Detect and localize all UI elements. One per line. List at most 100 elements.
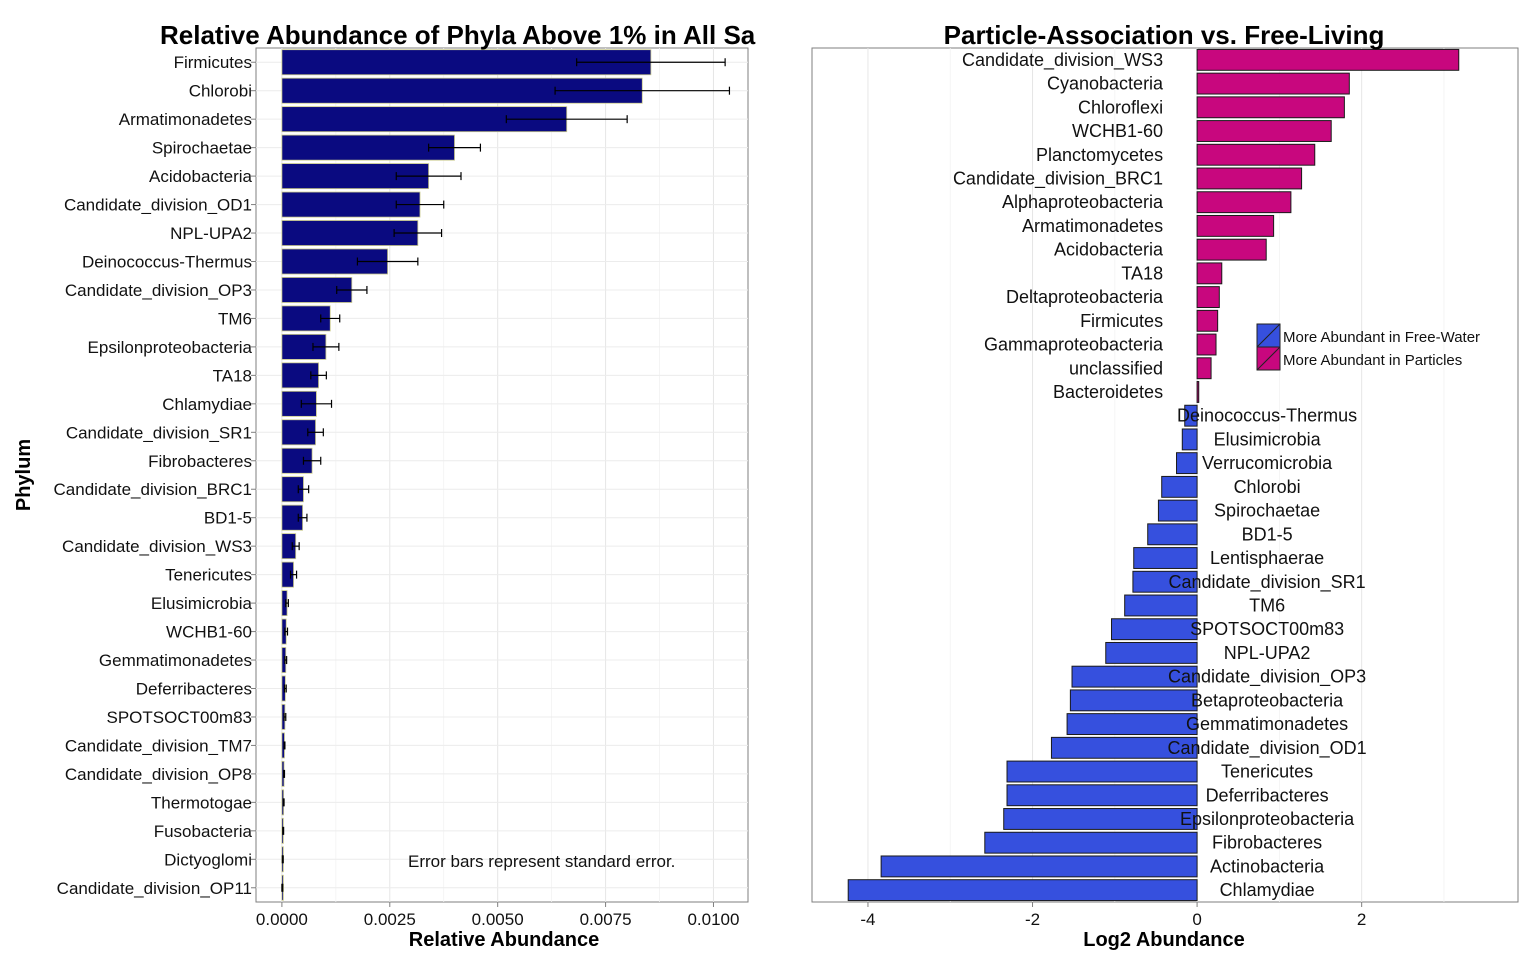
legend-swatch-free-water-slash	[1256, 323, 1281, 348]
bar-label-candidate-division-sr1: Candidate_division_SR1	[1169, 572, 1366, 593]
bar-label-actinobacteria: Actinobacteria	[1210, 856, 1325, 876]
y-tick-label-ta18: TA18	[213, 366, 252, 385]
bar-label-deinococcus-thermus: Deinococcus-Thermus	[1177, 406, 1357, 426]
y-tick-label-candidate-division-tm7: Candidate_division_TM7	[65, 736, 252, 755]
left-x-tick-label-4: 0.0100	[687, 910, 739, 929]
bar-label-armatimonadetes: Armatimonadetes	[1022, 216, 1163, 236]
bar-label-deltaproteobacteria: Deltaproteobacteria	[1006, 287, 1164, 307]
y-tick-label-epsilonproteobacteria: Epsilonproteobacteria	[88, 338, 253, 357]
y-tick-label-chlamydiae: Chlamydiae	[162, 395, 252, 414]
bar-label-cyanobacteria: Cyanobacteria	[1047, 74, 1164, 94]
bar-label-unclassified: unclassified	[1069, 358, 1163, 378]
y-tick-label-candidate-division-op8: Candidate_division_OP8	[65, 765, 252, 784]
right-x-tick-label-1: -2	[1025, 910, 1040, 929]
left-x-axis-title: Relative Abundance	[409, 929, 599, 951]
bar-label-betaproteobacteria: Betaproteobacteria	[1191, 690, 1344, 710]
bar-spirochaetae	[281, 134, 455, 161]
left-x-tick-label-0: 0.0000	[256, 910, 308, 929]
y-tick-label-fibrobacteres: Fibrobacteres	[148, 452, 252, 471]
bar-verrucomicrobia	[1176, 452, 1198, 475]
bar-label-candidate-division-ws3: Candidate_division_WS3	[962, 50, 1163, 71]
bar-fibrobacteres	[984, 831, 1198, 854]
bar-firmicutes	[1196, 309, 1219, 332]
bar-wchb1-60	[1196, 120, 1332, 142]
y-tick-label-spotsoct00m83: SPOTSOCT00m83	[107, 708, 253, 727]
bar-epsilonproteobacteria	[1003, 808, 1198, 830]
right-x-tick-label-3: 2	[1357, 910, 1366, 929]
bar-label-npl-upa2: NPL-UPA2	[1224, 643, 1311, 663]
right-gridlines	[867, 48, 1445, 902]
left-x-tick-label-2: 0.0050	[472, 910, 524, 929]
y-tick-label-chlorobi: Chlorobi	[189, 82, 252, 101]
right-plot-area	[811, 47, 1519, 903]
bar-actinobacteria	[880, 855, 1198, 878]
y-tick-label-spirochaetae: Spirochaetae	[152, 139, 252, 158]
bar-label-verrucomicrobia: Verrucomicrobia	[1202, 453, 1333, 473]
y-tick-label-tenericutes: Tenericutes	[165, 566, 252, 585]
bar-label-acidobacteria: Acidobacteria	[1054, 240, 1164, 260]
legend: More Abundant in Free-Water More Abundan…	[1256, 323, 1480, 371]
bar-chlorobi	[1161, 475, 1198, 498]
bar-gammaproteobacteria	[1196, 333, 1217, 356]
y-tick-label-deferribacteres: Deferribacteres	[136, 680, 252, 699]
bar-spirochaetae	[1157, 499, 1198, 522]
bar-label-epsilonproteobacteria: Epsilonproteobacteria	[1180, 809, 1355, 829]
bar-armatimonadetes	[1196, 214, 1275, 237]
bar-label-gemmatimonadetes: Gemmatimonadetes	[1186, 714, 1348, 734]
y-tick-label-candidate-division-od1: Candidate_division_OD1	[64, 196, 252, 215]
bar-label-tenericutes: Tenericutes	[1221, 762, 1313, 782]
bar-label-lentisphaerae: Lentisphaerae	[1210, 548, 1324, 568]
bar-candidate-division-brc1	[1196, 167, 1303, 190]
right-x-tick-labels: -4 -2 0 2	[860, 902, 1366, 929]
bar-candidate-division-op3	[1071, 665, 1198, 688]
bar-label-elusimicrobia: Elusimicrobia	[1214, 429, 1322, 449]
bar-label-spotsoct00m83: SPOTSOCT00m83	[1190, 619, 1344, 639]
bar-label-chlorobi: Chlorobi	[1234, 477, 1301, 497]
left-y-tick-labels: Firmicutes Chlorobi Armatimonadetes Spiroch…	[54, 53, 256, 898]
y-tick-label-fusobacteria: Fusobacteria	[154, 822, 253, 841]
right-chart: Candidate_division_WS3 Cyanobacteria Chlor…	[811, 20, 1519, 951]
bar-label-fibrobacteres: Fibrobacteres	[1212, 833, 1322, 853]
right-x-tick-label-0: -4	[860, 910, 875, 929]
y-tick-label-candidate-division-op3: Candidate_division_OP3	[65, 281, 252, 300]
left-x-tick-label-1: 0.0025	[364, 910, 416, 929]
bar-elusimicrobia	[1181, 428, 1198, 451]
error-bar-note: Error bars represent standard error.	[408, 852, 675, 871]
right-bar-labels: Candidate_division_WS3 Cyanobacteria Chlor…	[953, 50, 1367, 900]
y-tick-label-npl-upa2: NPL-UPA2	[170, 224, 252, 243]
bar-label-bacteroidetes: Bacteroidetes	[1053, 382, 1163, 402]
bar-planctomycetes	[1196, 143, 1316, 166]
bar-npl-upa2	[1105, 641, 1198, 664]
left-x-tick-label-3: 0.0075	[580, 910, 632, 929]
left-plot-area	[255, 47, 749, 903]
bar-firmicutes	[281, 49, 652, 76]
y-tick-label-candidate-division-sr1: Candidate_division_SR1	[66, 423, 252, 442]
left-y-axis-title: Phylum	[13, 439, 35, 511]
y-tick-label-dictyoglomi: Dictyoglomi	[164, 850, 252, 869]
right-bars	[847, 48, 1460, 902]
bar-deferribacteres	[1006, 784, 1198, 807]
bar-alphaproteobacteria	[1196, 191, 1292, 214]
bar-candidate-division-ws3	[1196, 48, 1460, 71]
bar-deinococcus-thermus	[1184, 404, 1198, 427]
bar-cyanobacteria	[1196, 72, 1350, 95]
bar-acidobacteria	[1196, 238, 1267, 261]
bar-label-candidate-division-op3: Candidate_division_OP3	[1168, 667, 1366, 688]
bar-gemmatimonadetes	[1066, 713, 1198, 736]
bar-lentisphaerae	[1133, 547, 1198, 569]
bar-ta18	[1196, 262, 1223, 285]
bar-betaproteobacteria	[1069, 689, 1198, 712]
y-tick-label-thermotogae: Thermotogae	[151, 793, 252, 812]
bar-label-chloroflexi: Chloroflexi	[1078, 97, 1163, 117]
bar-bd1-5	[1147, 523, 1198, 546]
bar-chloroflexi	[1196, 96, 1345, 119]
y-tick-label-armatimonadetes: Armatimonadetes	[119, 110, 252, 129]
y-tick-label-tm6: TM6	[218, 309, 252, 328]
left-x-tick-labels: 0.0000 0.0025 0.0050 0.0075 0.0100	[256, 902, 739, 929]
left-error-bars	[281, 58, 731, 892]
bar-label-alphaproteobacteria: Alphaproteobacteria	[1002, 192, 1164, 212]
legend-label-free-water: More Abundant in Free-Water	[1283, 329, 1480, 346]
bar-label-chlamydiae: Chlamydiae	[1220, 880, 1315, 900]
bar-deltaproteobacteria	[1196, 286, 1220, 309]
